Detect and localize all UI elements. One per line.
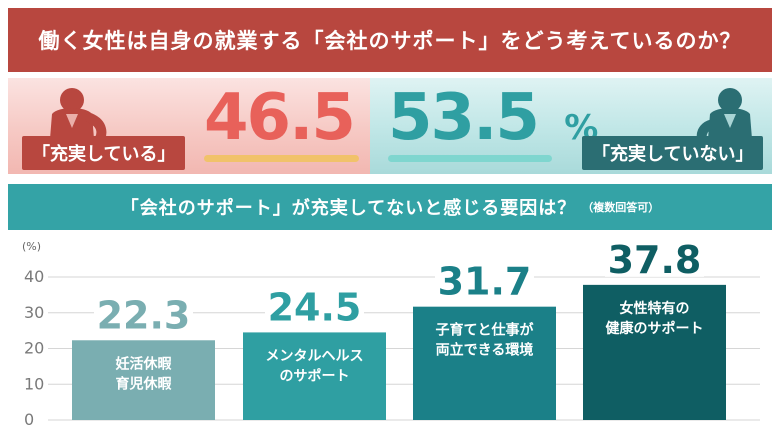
value-label-background [435,262,534,299]
kpi-not-satisfied: 53.5 % 「充実していない」 [370,78,772,174]
bar [413,306,556,420]
y-tick-label: 0 [24,410,34,429]
value-label-background [94,296,193,333]
page-title-text: 働く女性は自身の就業する「会社のサポート」をどう考えているのか？ [38,29,742,53]
category-label: 子育てと仕事が両立できる環境 [436,322,535,359]
value-label: 24.5 [268,285,362,329]
kpi-satisfied: 「充実している」 46.5 % [8,78,370,174]
category-label: メンタルヘルスのサポート [266,348,364,384]
satisfied-underline [204,155,359,162]
chart-title: 「会社のサポート」が充実してないと感じる要因は？ [120,198,577,219]
chart-title-bar: 「会社のサポート」が充実してないと感じる要因は？ （複数回答可） [8,184,772,230]
y-tick-label: 20 [24,339,44,358]
y-tick-label: 40 [24,267,44,286]
satisfied-percent: 46.5 % [204,86,370,174]
satisfied-tag: 「充実している」 [22,136,186,170]
y-tick-label: 30 [24,303,44,322]
value-label-background [605,240,704,277]
not-satisfied-percent: 53.5 % [388,86,598,150]
not-satisfied-tag: 「充実していない」 [582,136,764,170]
value-label: 31.7 [438,260,532,304]
satisfied-percent-unit: % [210,172,242,174]
value-label: 22.3 [97,293,191,337]
y-axis-unit-label: (%) [22,240,41,253]
value-label: 37.8 [608,238,702,282]
not-satisfied-percent-value: 53.5 [388,81,540,155]
bar-chart: (%) 0 10 20 30 40 妊活休暇育児休暇 22.3 メンタルヘルスのサポート 24.5… [22,238,760,429]
y-tick-label: 10 [24,374,44,393]
chart-note: （複数回答可） [582,201,660,214]
page-title: 働く女性は自身の就業する「会社のサポート」をどう考えているのか？ [8,8,772,72]
not-satisfied-underline [388,155,552,162]
bar [72,340,215,420]
satisfied-percent-value: 46.5 [204,81,356,155]
bar [583,284,726,420]
value-label-background [265,288,364,325]
bar [243,332,386,420]
category-label: 女性特有の健康のサポート [606,300,704,337]
category-label: 妊活休暇育児休暇 [116,355,172,392]
